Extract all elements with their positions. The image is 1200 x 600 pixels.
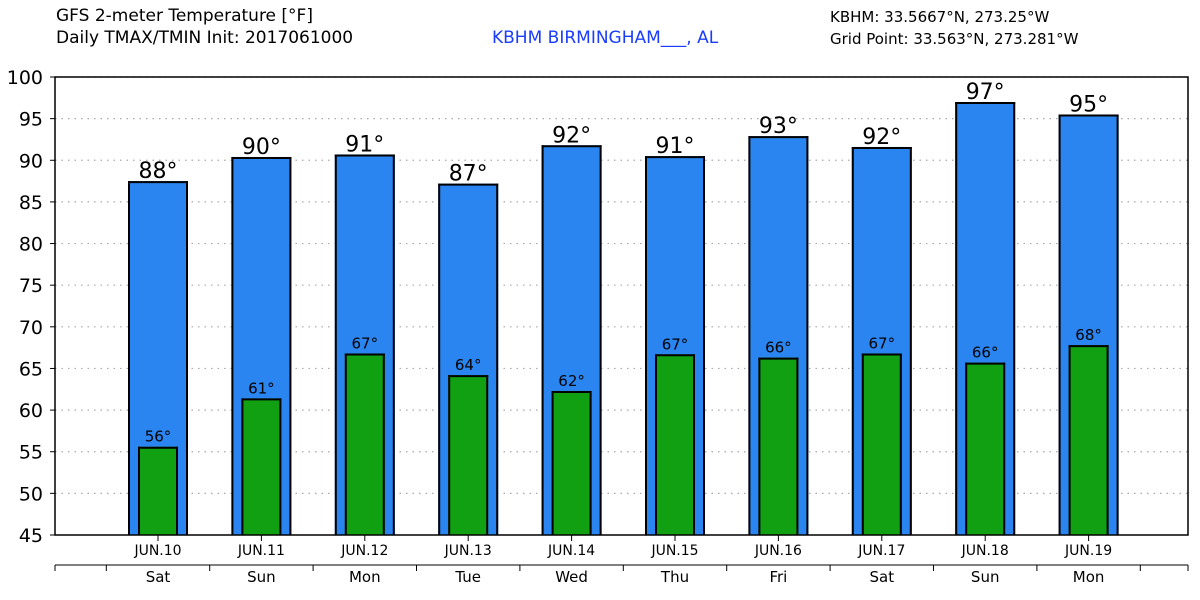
y-tick-label: 50 xyxy=(19,483,43,505)
x-tick-label-date: JUN.12 xyxy=(340,543,388,559)
tmin-bar xyxy=(861,353,902,535)
grid-point-coordinates: Grid Point: 33.563°N, 273.281°W xyxy=(830,30,1079,48)
tmax-data-label: 91° xyxy=(345,132,384,157)
x-tick-label-date: JUN.14 xyxy=(547,543,595,559)
tmax-data-label: 97° xyxy=(966,80,1005,105)
x-tick-label-day: Sat xyxy=(869,568,894,586)
tmax-data-label: 88° xyxy=(139,159,178,184)
tmax-data-label: 90° xyxy=(242,135,281,160)
station-name: KBHM BIRMINGHAM___, AL xyxy=(492,28,719,48)
tmax-data-label: 91° xyxy=(656,134,695,159)
x-tick-label-date: JUN.16 xyxy=(754,543,802,559)
x-tick-label-date: JUN.11 xyxy=(237,543,285,559)
y-tick-label: 60 xyxy=(19,400,43,422)
x-tick-label-date: JUN.17 xyxy=(857,543,905,559)
y-tick-label: 85 xyxy=(19,192,43,214)
x-tick-label-day: Sun xyxy=(971,568,1000,586)
tmin-bar xyxy=(551,390,592,535)
station-coordinates: KBHM: 33.5667°N, 273.25°W xyxy=(830,8,1050,26)
chart-subtitle: Daily TMAX/TMIN Init: 2017061000 xyxy=(56,28,354,48)
x-tick-label-day: Mon xyxy=(1073,568,1105,586)
tmin-data-label: 67° xyxy=(352,334,379,352)
tmin-data-label: 68° xyxy=(1075,326,1102,344)
x-tick-label-day: Mon xyxy=(349,568,381,586)
x-tick-label-day: Thu xyxy=(660,568,689,586)
y-tick-label: 95 xyxy=(19,109,43,131)
x-tick-label-day: Fri xyxy=(769,568,787,586)
tmin-data-label: 62° xyxy=(558,372,585,390)
tmin-data-label: 66° xyxy=(972,344,999,362)
x-tick-label-date: JUN.19 xyxy=(1064,543,1112,559)
x-tick-label-day: Sat xyxy=(146,568,171,586)
tmin-bar xyxy=(1068,345,1109,535)
tmax-data-label: 93° xyxy=(759,114,798,139)
x-tick-label-day: Sun xyxy=(247,568,276,586)
tmax-data-label: 92° xyxy=(862,125,901,150)
y-tick-label: 70 xyxy=(19,317,43,339)
y-tick-label: 65 xyxy=(19,358,43,380)
tmax-data-label: 87° xyxy=(449,162,488,187)
tmin-bar xyxy=(241,398,282,535)
tmax-data-label: 92° xyxy=(552,123,591,148)
x-tick-label-date: JUN.10 xyxy=(133,543,181,559)
tmax-data-label: 95° xyxy=(1069,92,1108,117)
x-tick-label-day: Tue xyxy=(454,568,481,586)
x-tick-label-date: JUN.13 xyxy=(444,543,492,559)
chart-title: GFS 2-meter Temperature [°F] xyxy=(56,6,313,26)
x-tick-label-date: JUN.15 xyxy=(650,543,698,559)
tmin-bar xyxy=(655,354,695,535)
tmin-data-label: 64° xyxy=(455,356,482,374)
tmin-data-label: 67° xyxy=(662,335,689,353)
tmin-data-label: 66° xyxy=(765,339,792,357)
y-tick-label: 100 xyxy=(7,67,43,89)
x-tick-label-day: Wed xyxy=(555,568,588,586)
tmin-data-label: 56° xyxy=(145,428,172,446)
tmin-bar xyxy=(344,353,385,535)
tmin-bar xyxy=(448,375,489,535)
x-tick-label-date: JUN.18 xyxy=(961,543,1009,559)
tmin-bar xyxy=(138,446,178,535)
y-tick-label: 90 xyxy=(19,150,43,172)
y-tick-label: 55 xyxy=(19,442,43,464)
plot-frame xyxy=(54,76,1189,536)
tmin-bar xyxy=(965,362,1006,535)
y-tick-label: 75 xyxy=(19,275,43,297)
y-tick-label: 45 xyxy=(19,525,43,547)
tmin-bar xyxy=(758,357,799,535)
tmin-data-label: 61° xyxy=(248,379,275,397)
y-tick-label: 80 xyxy=(19,234,43,256)
tmin-data-label: 67° xyxy=(869,334,896,352)
